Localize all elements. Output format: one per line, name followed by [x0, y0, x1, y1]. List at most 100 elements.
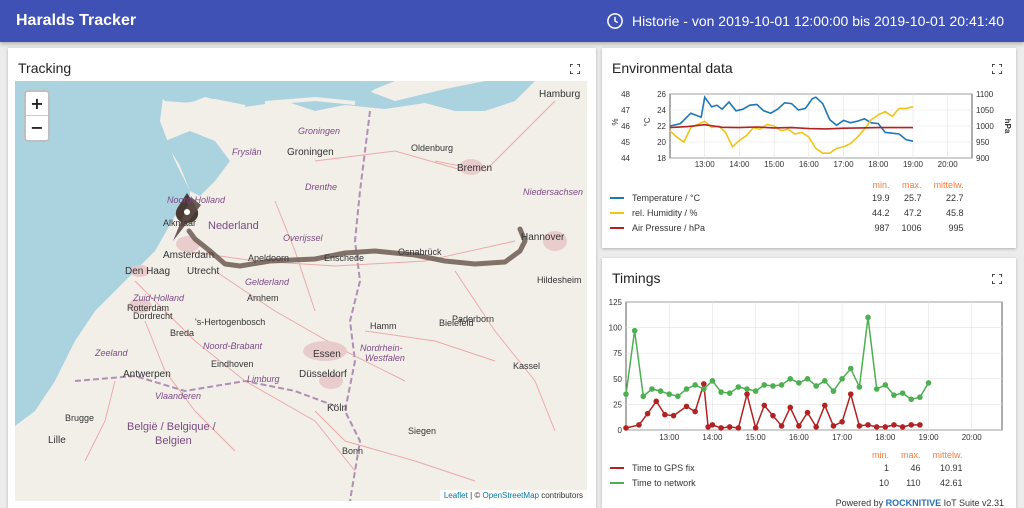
legend-header: min. — [872, 180, 890, 190]
legend-value: 10.91 — [940, 462, 963, 473]
zoom-control: + − — [24, 90, 50, 142]
data-point — [683, 386, 690, 392]
data-point — [675, 393, 681, 400]
x-tick-label: 15:00 — [764, 160, 785, 169]
fullscreen-icon[interactable] — [570, 64, 580, 74]
data-point — [752, 388, 759, 394]
osm-link[interactable]: OpenStreetMap — [482, 491, 539, 500]
data-point — [700, 386, 707, 392]
data-point — [796, 423, 802, 429]
data-point — [692, 408, 698, 415]
data-point — [891, 422, 897, 428]
legend-row[interactable]: Time to GPS fix 1 46 10.91 — [610, 460, 963, 475]
leaflet-link[interactable]: Leaflet — [443, 491, 468, 500]
legend-value: 45.8 — [946, 207, 964, 218]
y-tick-label: 48 — [621, 90, 630, 99]
map-label: Bielefeld — [439, 318, 474, 328]
x-tick-label: 16:00 — [789, 433, 810, 442]
map-label: Arnhem — [247, 293, 279, 303]
attribution-tail: contributors — [538, 491, 583, 500]
series-line — [669, 95, 914, 142]
map-label: Groningen — [287, 147, 334, 158]
map-label: Rotterdam — [127, 303, 170, 313]
data-point — [822, 378, 828, 384]
brand-name[interactable]: ROCKNITIVE — [885, 498, 942, 508]
map-base — [15, 81, 567, 501]
data-point — [761, 382, 768, 388]
map-label: Enschede — [324, 253, 365, 263]
data-point — [830, 423, 837, 429]
y-tick-label: 100 — [609, 324, 623, 333]
data-point — [770, 412, 776, 419]
legend-swatch — [610, 197, 624, 200]
map-view[interactable]: Hamburg Groningen Fryslân Groningen Olde… — [15, 81, 587, 501]
legend-label: Air Pressure / hPa — [632, 222, 706, 233]
data-point — [856, 384, 863, 390]
map-label: Noord-Holland — [167, 195, 226, 205]
legend-row[interactable]: Time to network 10 110 42.61 — [610, 475, 963, 490]
y-tick-label: 950 — [976, 138, 990, 147]
y-tick-label: 1050 — [976, 106, 994, 115]
map-label: Brugge — [65, 413, 95, 423]
data-point — [917, 394, 923, 401]
environment-chart: 13:00 14:00 15:00 16:00 17:00 18:00 19:00 20:00… — [610, 90, 1012, 169]
map-label: Breda — [170, 328, 195, 338]
x-tick-label: 19:00 — [919, 433, 940, 442]
environment-card: Environmental data 13:00 14:00 15:00 16:00 1… — [602, 48, 1016, 248]
tracking-title: Tracking — [18, 60, 72, 76]
data-point — [804, 376, 811, 382]
map-label: Siegen — [408, 426, 437, 436]
fullscreen-icon[interactable] — [992, 274, 1002, 284]
legend-value: 42.61 — [940, 477, 963, 488]
map-label: Belgien — [155, 435, 192, 447]
map-label: Overijssel — [283, 233, 323, 243]
y-tick-label: 25 — [613, 400, 622, 409]
data-point — [640, 393, 647, 400]
zoom-out-button[interactable]: − — [30, 118, 44, 137]
data-point — [718, 425, 724, 431]
series-line — [669, 106, 914, 154]
fullscreen-icon[interactable] — [992, 64, 1002, 74]
data-point — [623, 425, 629, 431]
data-point — [813, 383, 819, 389]
y-tick-label: 44 — [621, 154, 630, 163]
history-text: Historie - von 2019-10-01 12:00:00 bis 2… — [631, 13, 1004, 29]
legend-spacer — [610, 450, 860, 460]
legend-swatch — [610, 467, 624, 470]
map-label: Utrecht — [187, 266, 220, 277]
x-tick-label: 18:00 — [875, 433, 896, 442]
environment-legend: min. max. mittelw. Temperature / °C 19.9 25.7… — [610, 180, 964, 235]
data-point — [709, 378, 716, 384]
y-tick-label: 0 — [618, 426, 623, 435]
data-point — [735, 425, 742, 431]
map-label: Nederland — [208, 220, 259, 232]
map-label: Osnabrück — [398, 247, 442, 257]
map-label: Gelderland — [245, 277, 290, 287]
data-point — [683, 403, 690, 410]
map-label: Fryslân — [232, 147, 262, 157]
location-marker-icon[interactable] — [173, 193, 201, 241]
data-point — [735, 384, 742, 390]
legend-label: Time to GPS fix — [632, 462, 695, 473]
legend-row[interactable]: rel. Humidity / % 44.2 47.2 45.8 — [610, 205, 964, 220]
x-tick-label: 13:00 — [695, 160, 716, 169]
data-point — [925, 380, 932, 386]
map-label: Köln — [327, 403, 348, 414]
data-point — [778, 382, 785, 388]
zoom-in-button[interactable]: + — [26, 92, 48, 116]
y-tick-label: 47 — [621, 106, 630, 115]
map-label: Essen — [313, 349, 341, 360]
data-point — [804, 409, 811, 416]
map-label: Bremen — [457, 163, 493, 174]
timings-title: Timings — [612, 270, 661, 286]
y-tick-label: 26 — [657, 90, 666, 99]
x-tick-label: 20:00 — [938, 160, 959, 169]
map-label: Apeldoorn — [248, 253, 290, 263]
map-label: 's-Hertogenbosch — [195, 317, 266, 327]
x-tick-label: 18:00 — [868, 160, 889, 169]
map-label: Oldenburg — [411, 143, 454, 153]
history-range[interactable]: Historie - von 2019-10-01 12:00:00 bis 2… — [606, 12, 1004, 30]
legend-row[interactable]: Air Pressure / hPa 987 1006 995 — [610, 220, 964, 235]
legend-row[interactable]: Temperature / °C 19.9 25.7 22.7 — [610, 190, 964, 205]
data-point — [666, 391, 673, 397]
